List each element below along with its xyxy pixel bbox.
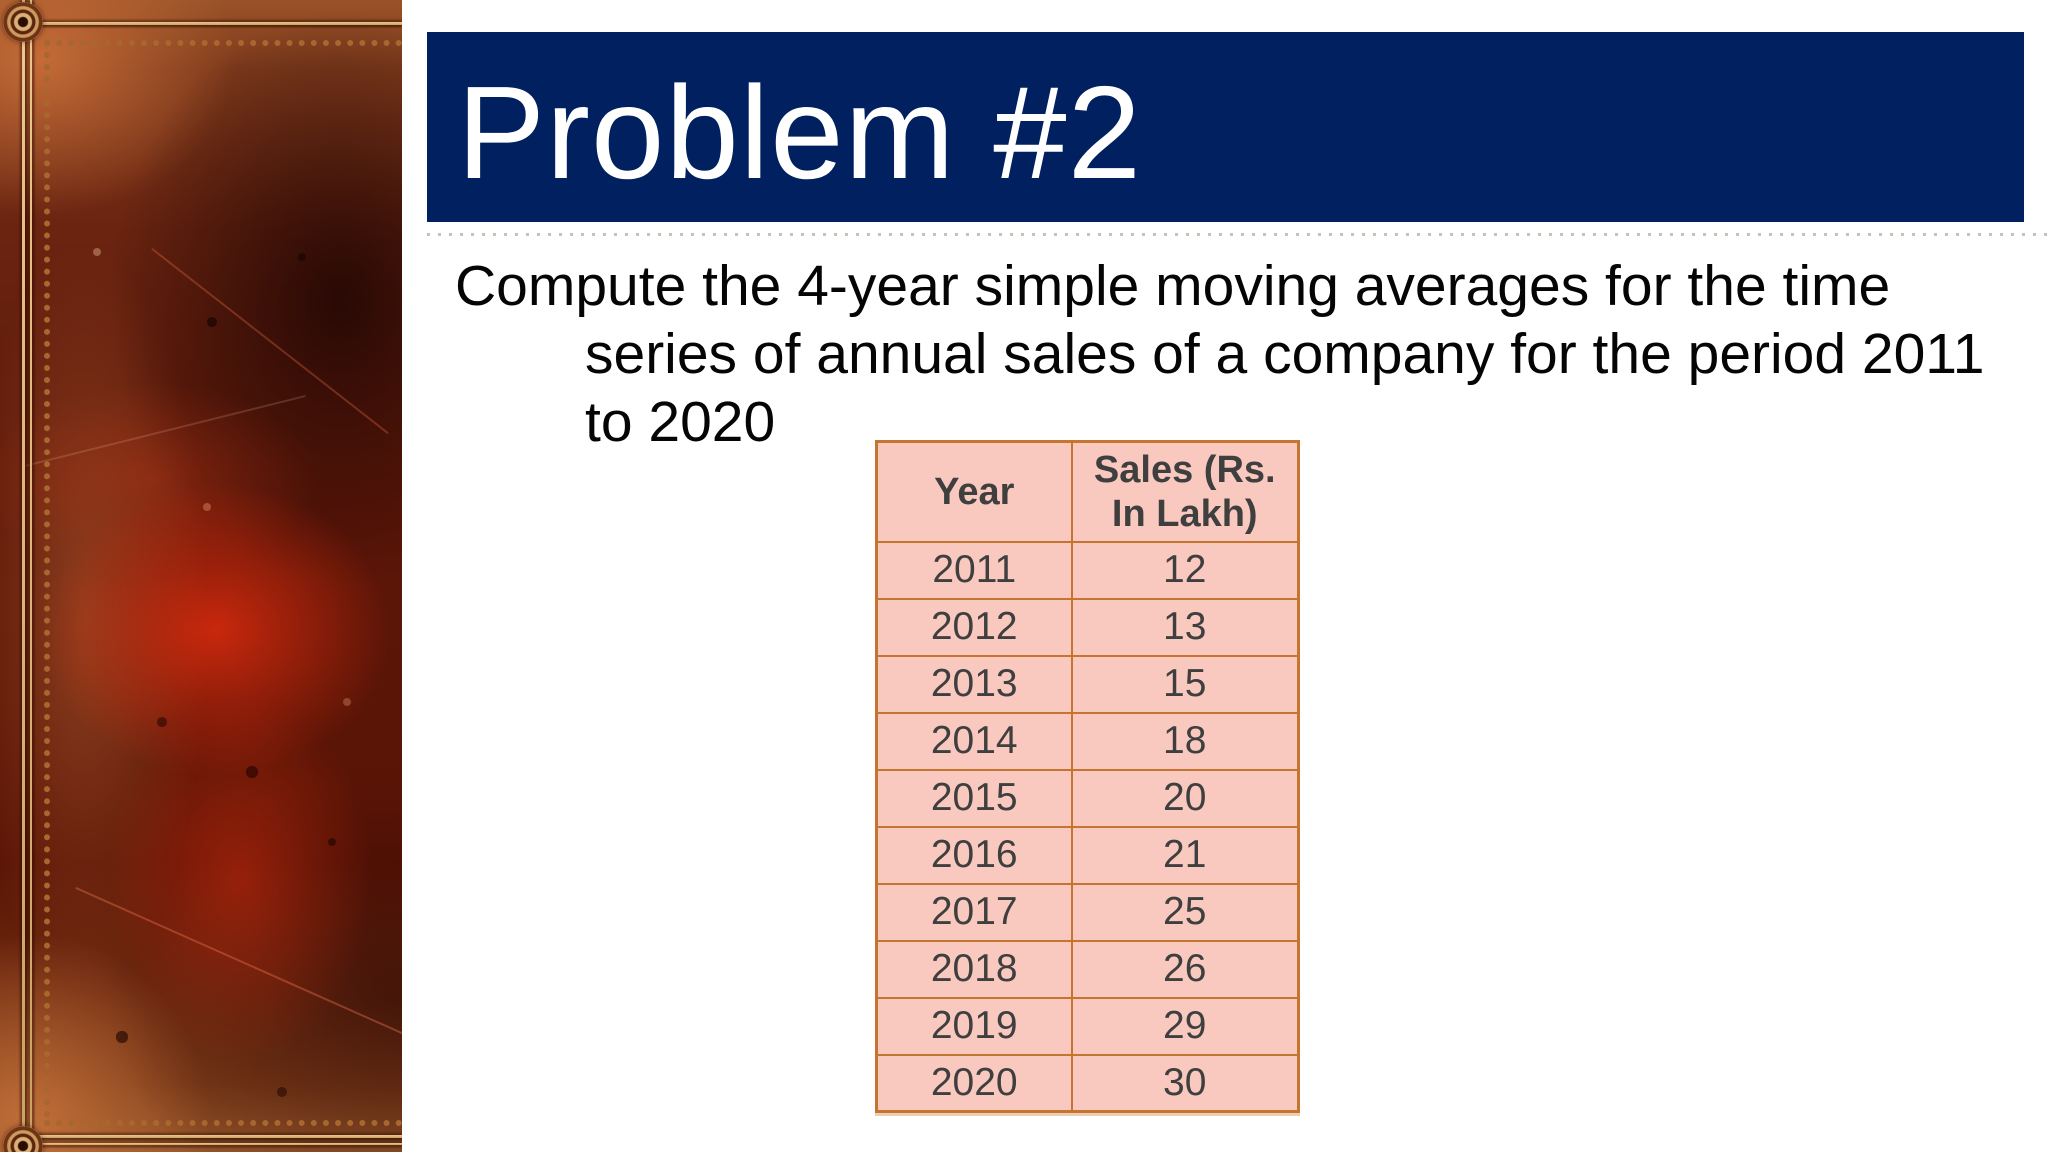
leather-frame-line [22, 0, 25, 1152]
table-row: 2018 26 [875, 939, 1300, 999]
table-row: 2020 30 [875, 1053, 1300, 1113]
year-cell: 2013 [875, 654, 1073, 714]
header-cell-sales: Sales (Rs. In Lakh) [1070, 440, 1300, 543]
leather-beaded-border [44, 40, 402, 46]
table-row: 2016 21 [875, 825, 1300, 885]
header-cell-year: Year [875, 440, 1073, 543]
sales-cell: 15 [1070, 654, 1300, 714]
body-paragraph: Compute the 4-year simple moving average… [455, 252, 1984, 456]
leather-scratch [75, 886, 402, 1036]
sales-cell: 21 [1070, 825, 1300, 885]
table-row: 2012 13 [875, 597, 1300, 657]
sales-cell: 20 [1070, 768, 1300, 828]
table-row: 2015 20 [875, 768, 1300, 828]
sales-cell: 29 [1070, 996, 1300, 1056]
year-cell: 2012 [875, 597, 1073, 657]
leather-texture-panel [0, 0, 402, 1152]
table-row: 2019 29 [875, 996, 1300, 1056]
leather-beaded-border [44, 1120, 402, 1126]
leather-frame-line [22, 22, 402, 25]
sales-cell: 30 [1070, 1053, 1300, 1113]
year-cell: 2015 [875, 768, 1073, 828]
leather-scratch [151, 247, 389, 435]
leather-frame-line [22, 1143, 402, 1145]
leather-specks [0, 0, 4, 4]
table-header-row: Year Sales (Rs. In Lakh) [875, 440, 1300, 543]
year-cell: 2020 [875, 1053, 1073, 1113]
sales-cell: 25 [1070, 882, 1300, 942]
leather-beaded-border [44, 40, 50, 1118]
dotted-separator [427, 233, 2048, 236]
sales-cell: 26 [1070, 939, 1300, 999]
table-row: 2013 15 [875, 654, 1300, 714]
leather-scratch [24, 394, 306, 468]
title-bar: Problem #2 [427, 32, 2024, 222]
sales-cell: 18 [1070, 711, 1300, 771]
sales-cell: 12 [1070, 540, 1300, 600]
sales-cell: 13 [1070, 597, 1300, 657]
body-line: to 2020 [585, 390, 776, 454]
body-line: series of annual sales of a company for … [585, 322, 1985, 386]
leather-frame-line [30, 0, 32, 1152]
leather-frame-line [22, 1135, 402, 1138]
year-cell: 2018 [875, 939, 1073, 999]
corner-rosette-ornament [3, 1126, 43, 1152]
body-line: Compute the 4-year simple moving average… [455, 254, 1891, 318]
table-row: 2014 18 [875, 711, 1300, 771]
corner-rosette-ornament [3, 2, 43, 42]
sales-table: Year Sales (Rs. In Lakh) 2011 12 2012 13… [875, 440, 1300, 1113]
page-title: Problem #2 [457, 59, 1143, 206]
table-row: 2017 25 [875, 882, 1300, 942]
year-cell: 2017 [875, 882, 1073, 942]
table-row: 2011 12 [875, 540, 1300, 600]
year-cell: 2011 [875, 540, 1073, 600]
year-cell: 2019 [875, 996, 1073, 1056]
year-cell: 2016 [875, 825, 1073, 885]
year-cell: 2014 [875, 711, 1073, 771]
